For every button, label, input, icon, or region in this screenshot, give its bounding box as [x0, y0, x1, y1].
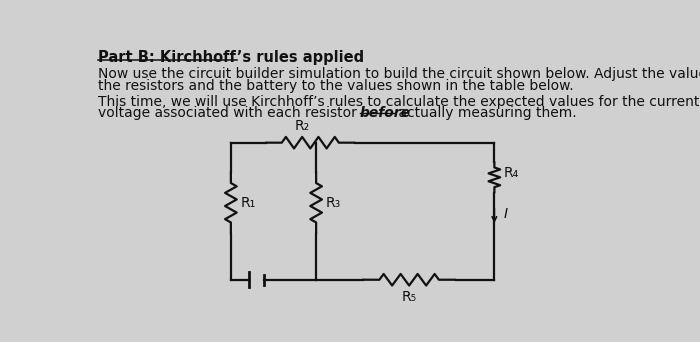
Text: R₄: R₄: [504, 167, 519, 181]
Text: R₃: R₃: [326, 196, 341, 210]
Text: Now use the circuit builder simulation to build the circuit shown below. Adjust : Now use the circuit builder simulation t…: [97, 67, 700, 81]
Text: I: I: [504, 207, 508, 221]
Text: R₅: R₅: [402, 290, 416, 304]
Text: before: before: [360, 106, 410, 120]
Text: the resistors and the battery to the values shown in the table below.: the resistors and the battery to the val…: [97, 79, 573, 93]
Text: Part B: Kirchhoff’s rules applied: Part B: Kirchhoff’s rules applied: [97, 50, 364, 65]
Text: This time, we will use Kirchhoff’s rules to calculate the expected values for th: This time, we will use Kirchhoff’s rules…: [97, 95, 700, 109]
Text: actually measuring them.: actually measuring them.: [394, 106, 577, 120]
Text: voltage associated with each resistor: voltage associated with each resistor: [97, 106, 360, 120]
Text: R₂: R₂: [295, 119, 310, 133]
Text: R₁: R₁: [240, 196, 256, 210]
